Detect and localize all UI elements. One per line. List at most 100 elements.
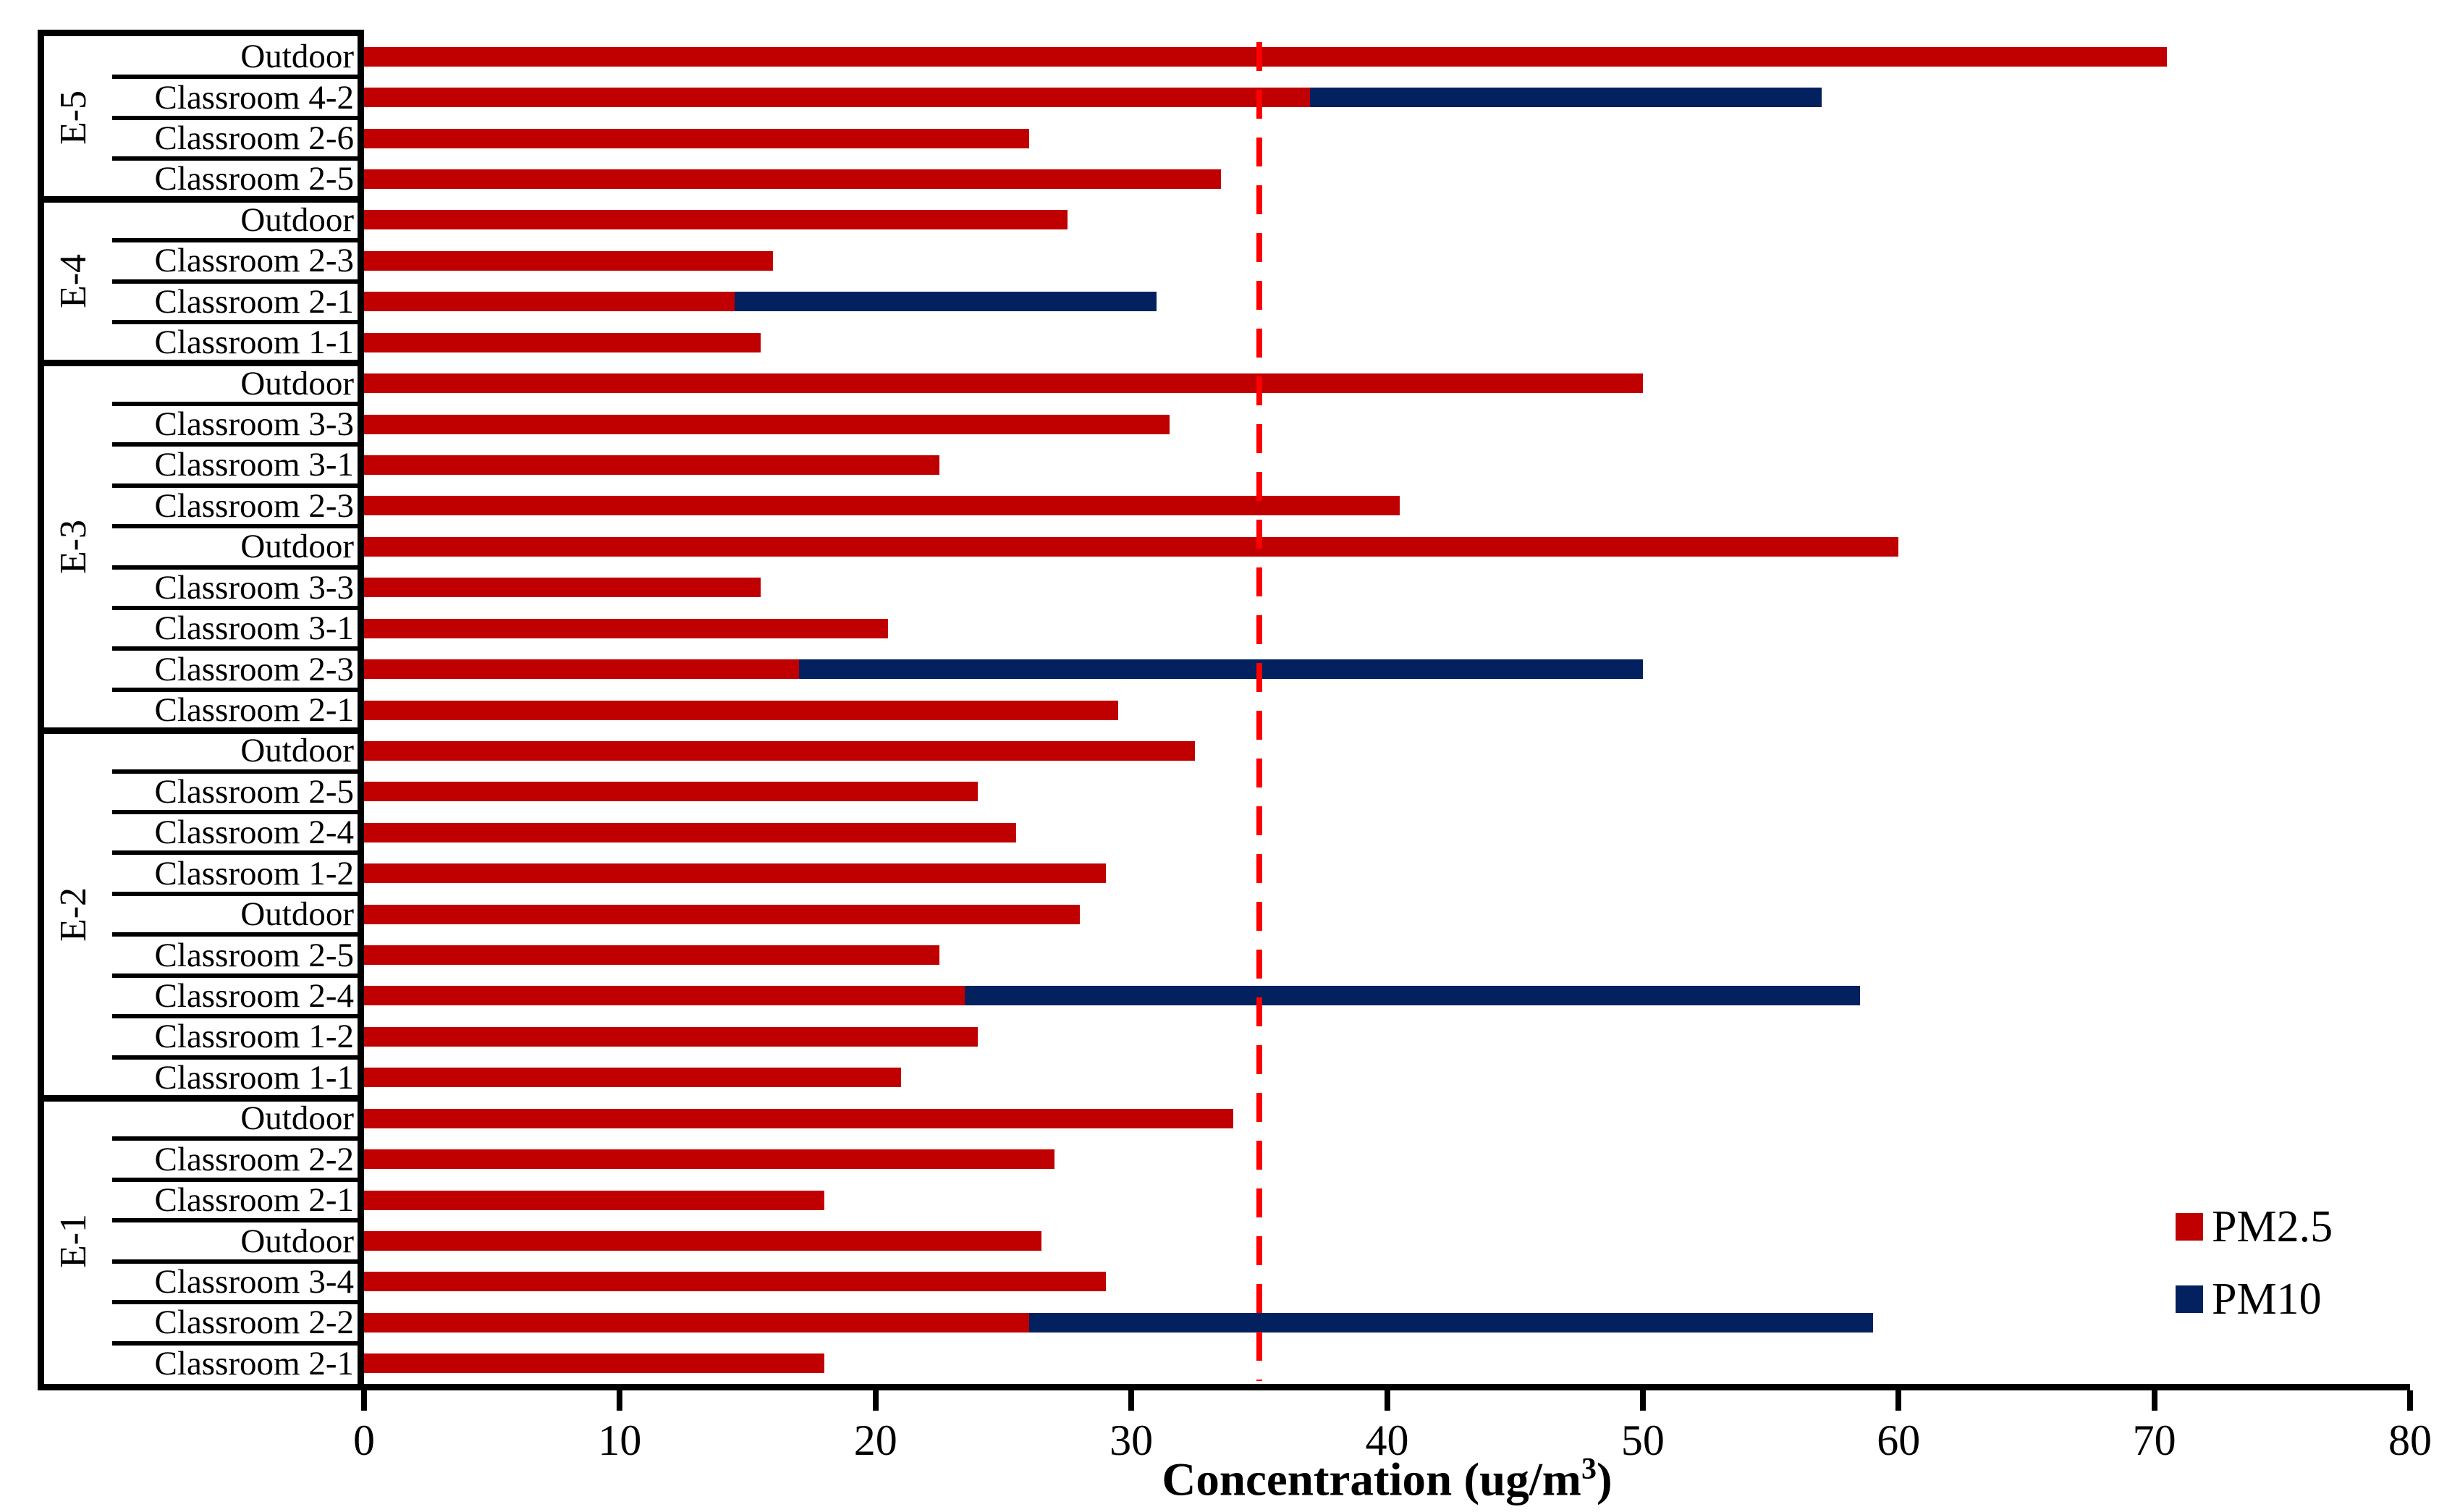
row-label: Classroom 2-2 bbox=[154, 1140, 354, 1178]
row-label: Outdoor bbox=[240, 364, 354, 402]
bar-pm25 bbox=[364, 250, 774, 271]
row-label: Classroom 2-2 bbox=[154, 1304, 354, 1342]
x-tick-label: 70 bbox=[2132, 1416, 2176, 1464]
bar-pm25 bbox=[364, 414, 1170, 434]
x-tick-label: 40 bbox=[1365, 1416, 1409, 1464]
legend: PM2.5 PM10 bbox=[2176, 1201, 2333, 1346]
x-tick bbox=[1384, 1390, 1390, 1411]
row-label: Classroom 1-2 bbox=[154, 854, 354, 892]
row-label: Classroom 2-3 bbox=[154, 650, 354, 688]
row-separator bbox=[112, 1055, 364, 1060]
x-axis-title-close: ) bbox=[1596, 1453, 1612, 1506]
row-separator bbox=[112, 687, 364, 692]
group-separator bbox=[38, 196, 364, 203]
row-label: Classroom 2-6 bbox=[154, 119, 354, 158]
bar-pm25 bbox=[364, 292, 735, 312]
row-separator bbox=[112, 605, 364, 610]
row-separator bbox=[112, 401, 364, 406]
row-separator bbox=[112, 238, 364, 243]
x-axis-line bbox=[38, 1384, 2410, 1390]
x-tick-label: 0 bbox=[353, 1416, 375, 1464]
row-label: Classroom 2-1 bbox=[154, 1181, 354, 1220]
row-separator bbox=[112, 1259, 364, 1264]
bar-pm25 bbox=[364, 659, 799, 680]
row-label: Classroom 1-1 bbox=[154, 1058, 354, 1097]
row-separator bbox=[112, 891, 364, 896]
group-label: E-1 bbox=[38, 1098, 110, 1384]
bar-pm25 bbox=[364, 782, 978, 802]
bar-pm25 bbox=[364, 169, 1221, 189]
row-label: Classroom 2-3 bbox=[154, 486, 354, 525]
legend-label-pm10: PM10 bbox=[2212, 1274, 2322, 1324]
row-separator bbox=[112, 319, 364, 324]
row-label: Classroom 2-1 bbox=[154, 690, 354, 729]
row-separator bbox=[112, 1218, 364, 1223]
row-label: Outdoor bbox=[240, 528, 354, 566]
bar-pm25 bbox=[364, 88, 1311, 108]
row-label: Classroom 1-1 bbox=[154, 324, 354, 362]
bar-pm25 bbox=[364, 1068, 902, 1088]
row-label: Classroom 2-5 bbox=[154, 772, 354, 811]
row-separator bbox=[112, 932, 364, 937]
bar-pm25 bbox=[364, 332, 761, 352]
x-tick-label: 30 bbox=[1109, 1416, 1154, 1464]
x-tick bbox=[872, 1390, 879, 1411]
x-tick-label: 10 bbox=[598, 1416, 642, 1464]
row-label: Classroom 2-4 bbox=[154, 814, 354, 852]
x-tick bbox=[1895, 1390, 1902, 1411]
y-axis-line bbox=[358, 30, 364, 1384]
pm25-swatch-icon bbox=[2176, 1213, 2203, 1241]
group-label-text: E-3 bbox=[53, 519, 95, 574]
group-separator bbox=[38, 30, 364, 36]
x-axis-title: Concentration (ug/m3) bbox=[1162, 1452, 1612, 1508]
x-tick-label: 50 bbox=[1620, 1416, 1665, 1464]
group-separator bbox=[38, 1094, 364, 1102]
row-label: Outdoor bbox=[240, 732, 354, 770]
row-separator bbox=[112, 115, 364, 120]
row-label: Outdoor bbox=[240, 1222, 354, 1260]
bar-pm25 bbox=[364, 128, 1029, 148]
row-separator bbox=[112, 1177, 364, 1182]
row-label: Classroom 3-4 bbox=[154, 1262, 354, 1301]
group-label-text: E-2 bbox=[53, 887, 95, 942]
group-label: E-2 bbox=[38, 730, 110, 1098]
bar-pm25 bbox=[364, 1231, 1042, 1251]
row-separator bbox=[112, 769, 364, 774]
x-axis-title-text: Concentration (ug/m bbox=[1162, 1453, 1581, 1506]
group-label-text: E-4 bbox=[53, 253, 95, 309]
row-label: Classroom 3-1 bbox=[154, 609, 354, 648]
row-separator bbox=[112, 1014, 364, 1019]
bar-pm25 bbox=[364, 1272, 1106, 1292]
bar-pm25 bbox=[364, 1149, 1055, 1170]
row-separator bbox=[112, 483, 364, 488]
group-label-text: E-1 bbox=[53, 1213, 95, 1269]
group-label: E-4 bbox=[38, 200, 110, 363]
bar-pm25 bbox=[364, 863, 1106, 884]
bar-pm25 bbox=[364, 46, 2168, 67]
x-tick bbox=[2151, 1390, 2157, 1411]
row-label: Classroom 2-5 bbox=[154, 936, 354, 974]
row-label: Classroom 3-1 bbox=[154, 446, 354, 484]
x-tick bbox=[1128, 1390, 1135, 1411]
row-separator bbox=[112, 565, 364, 570]
bar-pm25 bbox=[364, 210, 1068, 230]
row-label: Classroom 2-1 bbox=[154, 282, 354, 321]
bar-pm25 bbox=[364, 455, 940, 475]
row-label: Classroom 2-4 bbox=[154, 976, 354, 1015]
group-separator bbox=[38, 727, 364, 734]
legend-label-pm25: PM2.5 bbox=[2212, 1201, 2333, 1251]
row-separator bbox=[112, 156, 364, 161]
group-label: E-5 bbox=[38, 36, 110, 200]
bar-pm25 bbox=[364, 536, 1899, 557]
row-separator bbox=[112, 646, 364, 651]
row-separator bbox=[112, 1340, 364, 1346]
bar-pm25 bbox=[364, 945, 940, 966]
row-label: Classroom 3-3 bbox=[154, 568, 354, 607]
row-separator bbox=[112, 850, 364, 856]
bar-pm25 bbox=[364, 700, 1119, 720]
group-label-text: E-5 bbox=[53, 90, 95, 145]
bar-pm25 bbox=[364, 1353, 825, 1374]
row-separator bbox=[112, 810, 364, 815]
bar-pm25 bbox=[364, 986, 965, 1006]
row-label: Outdoor bbox=[240, 1099, 354, 1138]
